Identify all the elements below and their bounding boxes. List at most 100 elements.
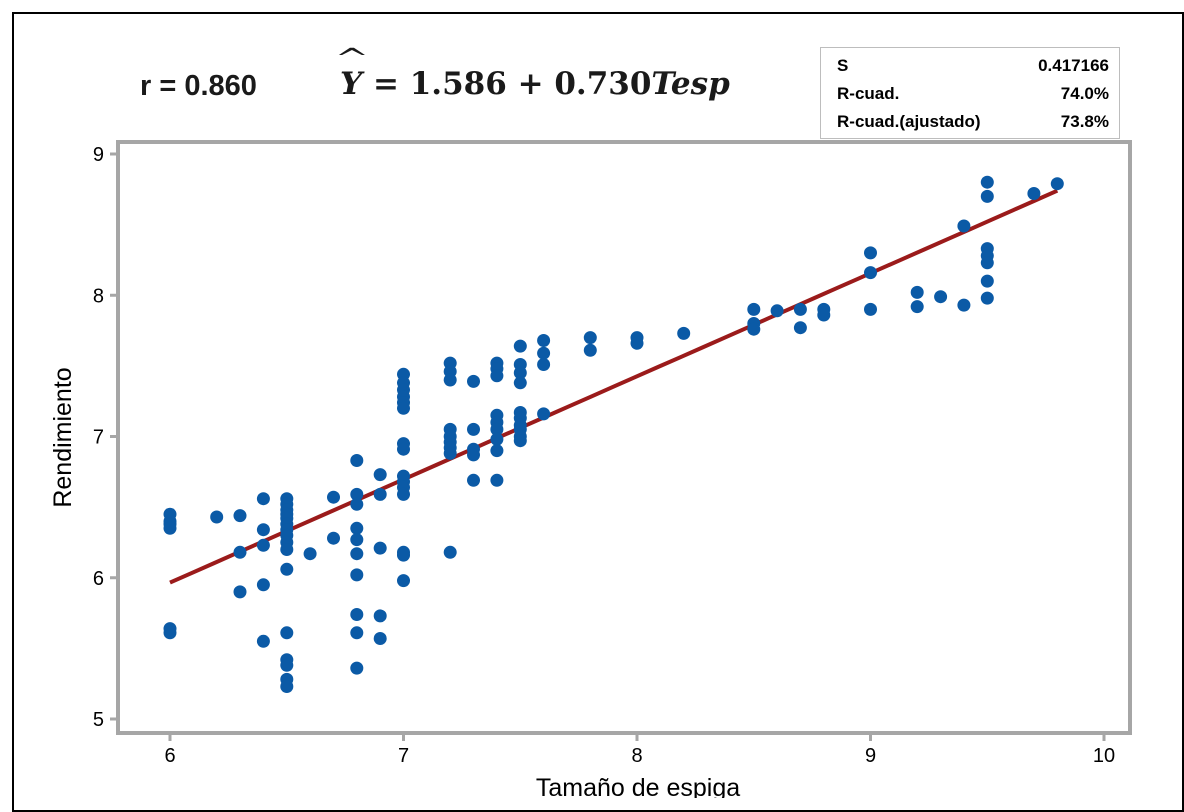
data-point <box>350 497 364 511</box>
data-point <box>747 302 761 316</box>
correlation-label: r = 0.860 <box>140 70 257 102</box>
data-point <box>256 523 270 537</box>
data-point <box>864 302 877 316</box>
data-point <box>583 331 597 345</box>
data-point <box>350 487 364 501</box>
data-point <box>350 547 364 561</box>
y-axis: 5 6 7 8 9 <box>93 144 118 731</box>
data-point <box>443 545 457 559</box>
data-point <box>513 434 527 448</box>
data-point <box>817 308 831 322</box>
regression-fit-line <box>169 188 1059 585</box>
data-point <box>373 487 387 501</box>
data-point <box>350 608 364 621</box>
data-point <box>373 468 387 482</box>
stat-value: 74.0% <box>1060 84 1109 103</box>
data-point <box>910 285 924 299</box>
data-point <box>770 304 784 318</box>
data-point <box>350 661 364 675</box>
x-axis-label: Tamaño de espiga <box>536 774 740 798</box>
stat-label: S <box>837 56 849 75</box>
data-point <box>537 334 551 347</box>
data-point <box>467 422 480 436</box>
data-point <box>397 487 410 501</box>
y-tick-label: 7 <box>93 427 104 449</box>
data-point <box>256 578 270 592</box>
x-tick-label: 10 <box>1093 745 1115 767</box>
data-point <box>443 446 457 460</box>
data-point <box>280 658 294 672</box>
data-point <box>210 510 224 524</box>
data-point <box>256 538 270 552</box>
data-point <box>980 175 994 189</box>
data-point <box>1050 177 1064 191</box>
data-point <box>513 339 527 353</box>
equation-variable: Tesp <box>651 66 730 102</box>
data-point <box>583 343 597 357</box>
data-point <box>980 291 994 305</box>
data-point <box>327 531 340 545</box>
data-point <box>373 541 387 555</box>
y-tick-label: 9 <box>93 144 104 166</box>
stat-row-r2: R-cuad. 74.0% <box>837 80 1109 108</box>
data-point <box>350 521 364 535</box>
regression-equation: Y = 1.586 + 0.730Tesp <box>340 66 730 102</box>
data-point <box>537 358 551 371</box>
equation-rhs: = 1.586 + 0.730 <box>372 66 652 102</box>
data-point <box>980 256 994 270</box>
y-tick-label: 5 <box>93 709 104 731</box>
x-tick-label: 9 <box>865 745 876 767</box>
data-point <box>490 422 504 436</box>
data-point <box>934 290 948 304</box>
x-tick-label: 6 <box>164 745 175 767</box>
stat-row-r2-adj: R-cuad.(ajustado) 73.8% <box>837 108 1109 136</box>
x-tick-label: 8 <box>631 745 642 767</box>
data-point <box>1027 187 1041 200</box>
data-point <box>280 626 294 640</box>
plot-area-border <box>116 140 1132 735</box>
data-point <box>980 189 994 203</box>
model-summary-box: S 0.417166 R-cuad. 74.0% R-cuad.(ajustad… <box>820 47 1120 139</box>
data-point <box>350 454 364 467</box>
data-point <box>256 634 270 648</box>
data-point <box>980 274 994 288</box>
data-point <box>537 346 551 360</box>
data-point <box>864 266 877 280</box>
data-point <box>490 369 504 383</box>
data-points <box>163 175 1064 693</box>
y-tick-label: 8 <box>93 285 104 307</box>
data-point <box>513 376 527 390</box>
data-point <box>397 401 410 415</box>
data-point <box>443 373 457 387</box>
data-point <box>490 432 504 446</box>
x-tick-label: 7 <box>398 745 409 767</box>
data-point <box>513 366 527 380</box>
data-point <box>233 585 247 599</box>
data-point <box>397 574 410 588</box>
data-point <box>373 632 387 645</box>
data-point <box>957 298 971 312</box>
data-point <box>350 533 364 547</box>
data-point <box>327 490 340 504</box>
stat-value: 73.8% <box>1060 112 1109 131</box>
equation-yhat: Y <box>340 66 362 102</box>
data-point <box>793 302 807 316</box>
data-point <box>467 448 480 462</box>
data-point <box>677 326 691 340</box>
data-point <box>397 442 410 456</box>
data-point <box>397 548 410 562</box>
y-axis-label: Rendimiento <box>49 367 77 507</box>
data-point <box>630 336 644 350</box>
data-point <box>350 568 364 582</box>
data-point <box>163 626 177 640</box>
stat-value: 0.417166 <box>1038 56 1109 75</box>
data-point <box>864 246 877 260</box>
data-point <box>467 473 480 487</box>
data-point <box>467 374 480 388</box>
data-point <box>280 562 294 576</box>
data-point <box>233 545 247 559</box>
data-point <box>256 492 270 506</box>
data-point <box>280 543 294 556</box>
data-point <box>303 547 317 561</box>
